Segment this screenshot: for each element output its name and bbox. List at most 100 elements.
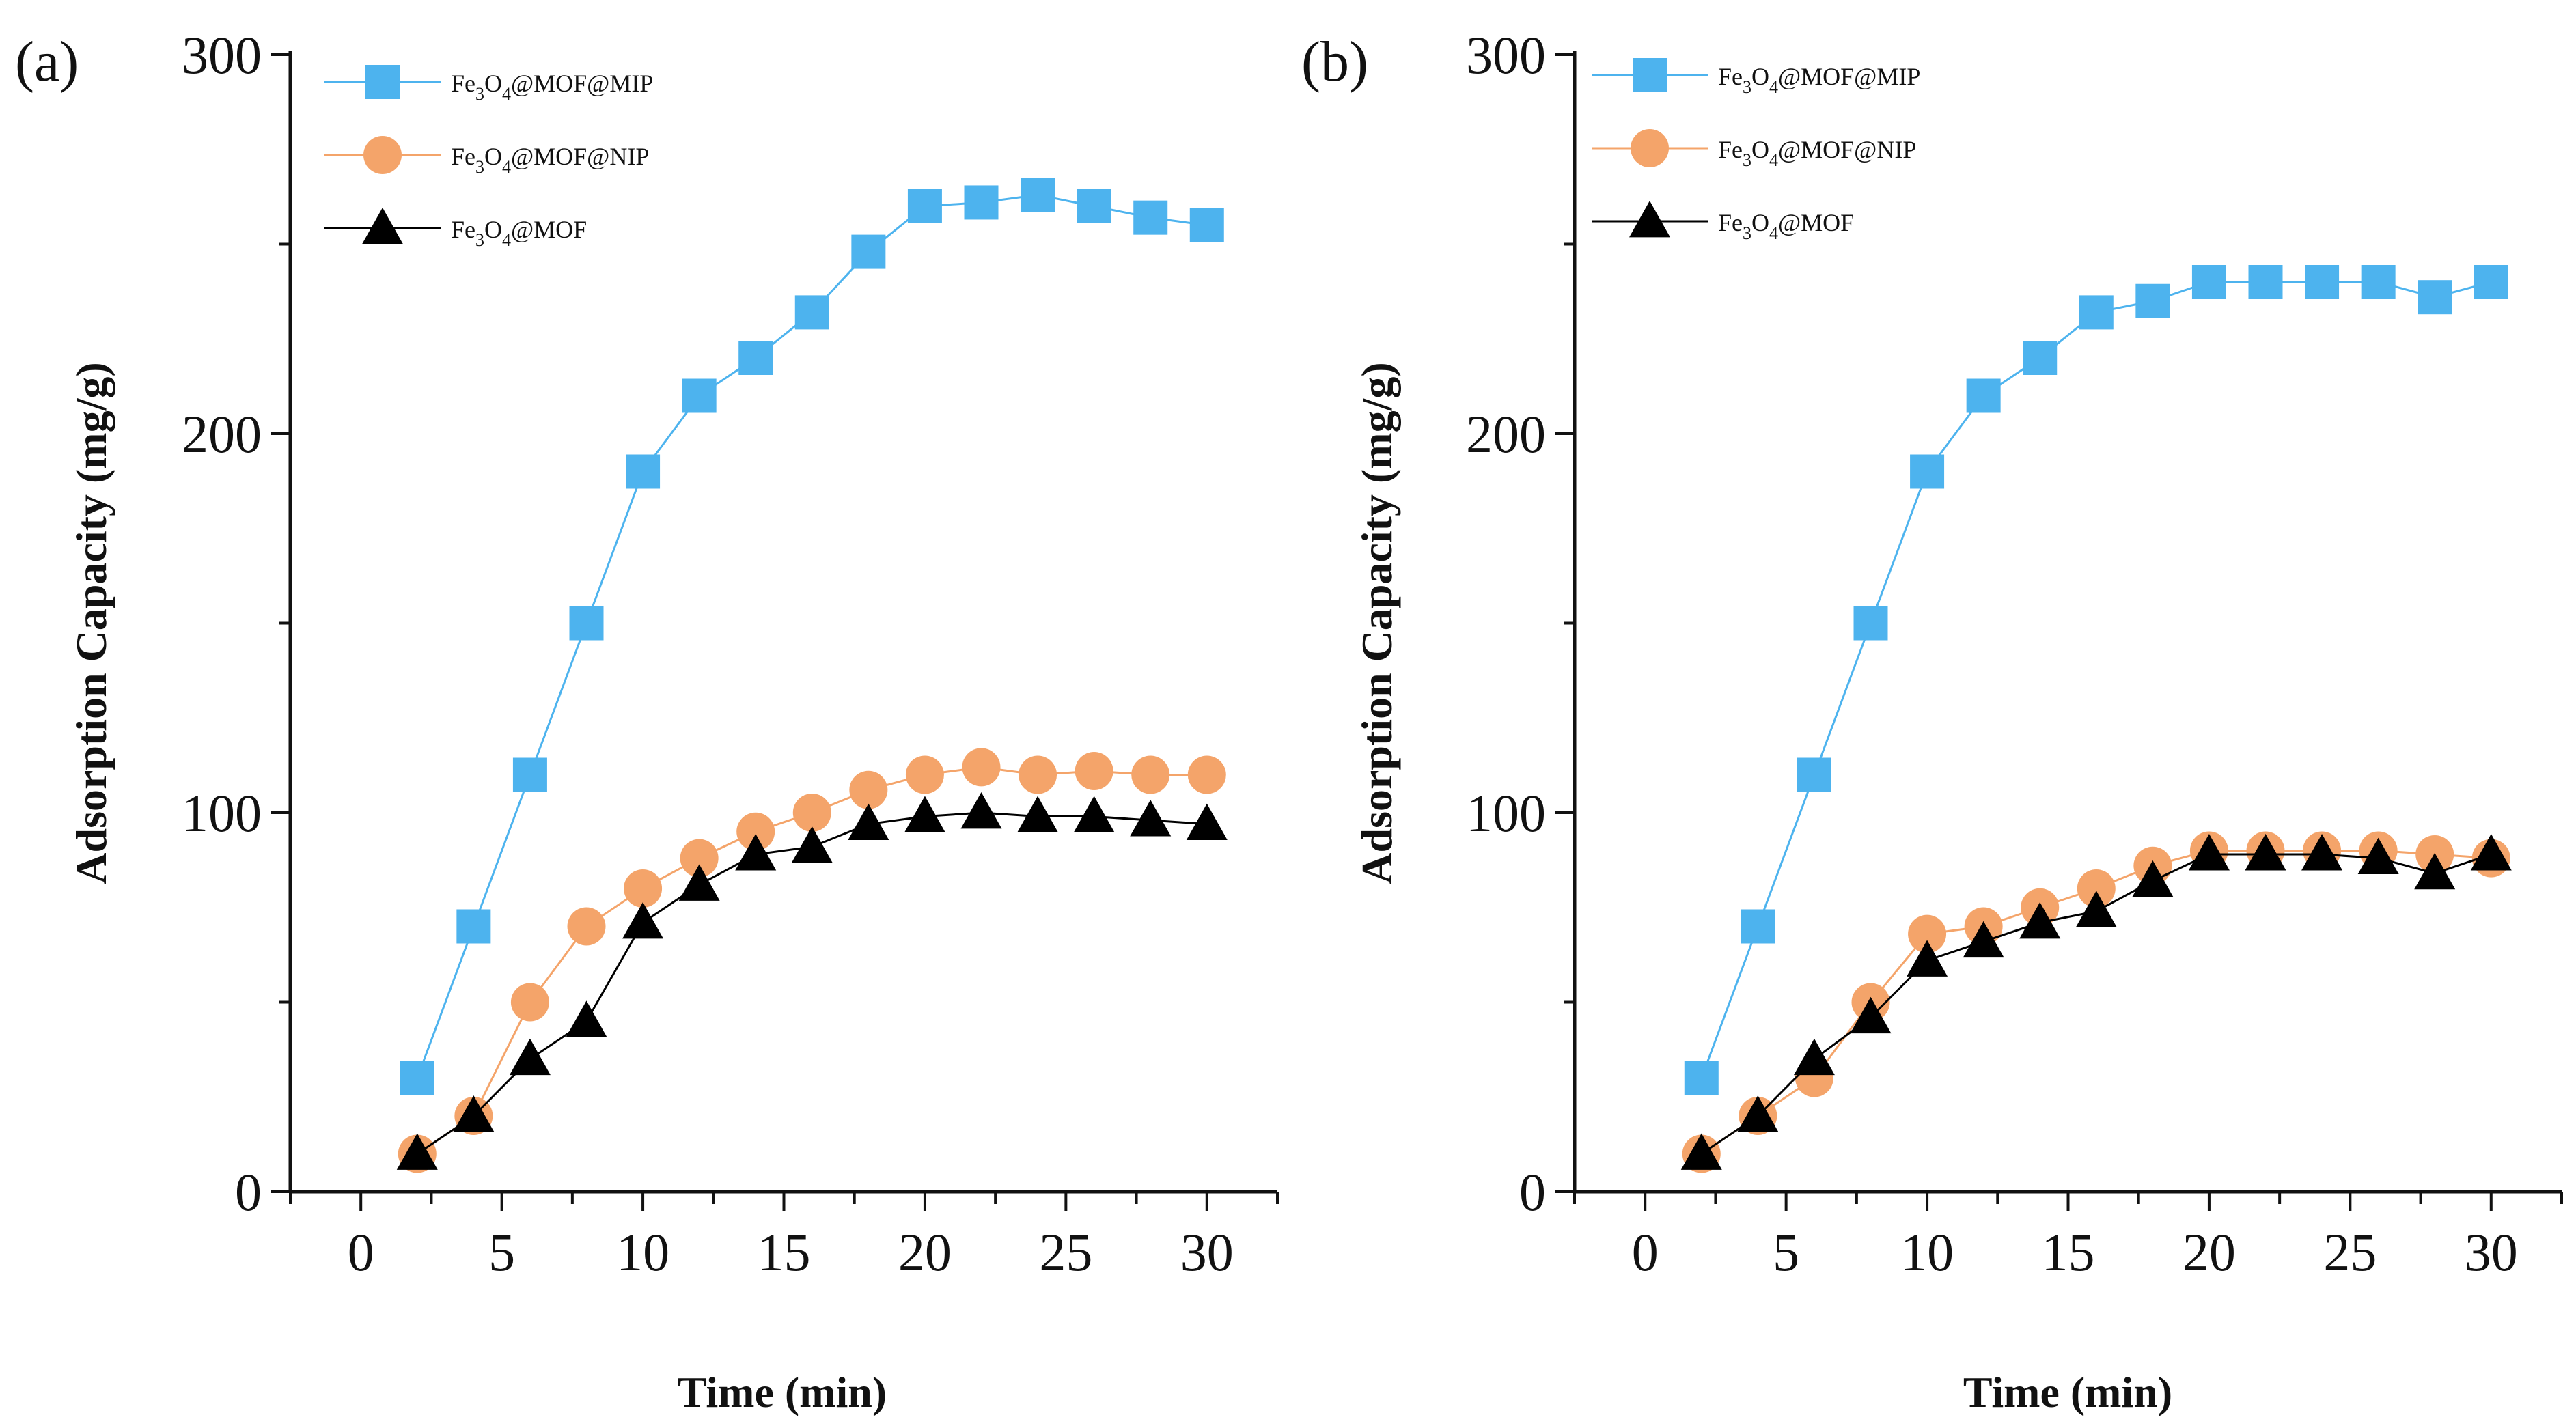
- x-tick-label: 10: [616, 1222, 669, 1282]
- data-point: [626, 454, 661, 489]
- data-point: [964, 185, 999, 220]
- y-tick-label: 300: [1466, 25, 1546, 85]
- x-tick-label: 20: [898, 1222, 952, 1282]
- data-point: [396, 1133, 438, 1170]
- data-point: [569, 606, 604, 641]
- data-point: [794, 295, 829, 330]
- data-point: [1131, 755, 1170, 794]
- data-point: [1189, 208, 1224, 242]
- data-point: [566, 1000, 607, 1037]
- data-point: [738, 341, 773, 375]
- legend-label-part: O: [484, 70, 502, 97]
- y-tick-label: 100: [182, 783, 262, 843]
- legend-label: Fe3O4@MOF@NIP: [1718, 136, 1916, 170]
- legend-label-part: O: [1751, 209, 1769, 236]
- series-triangle: [1680, 834, 2512, 1170]
- chart-panel-b: (b) 0 100 200 300 0 5 10 15 20 25 30 Adsorption Capa…: [1301, 25, 2563, 1416]
- legend-label-part: 4: [1769, 223, 1778, 243]
- legend-label: Fe3O4@MOF@MIP: [451, 70, 653, 104]
- data-point: [2132, 860, 2174, 897]
- series-triangle: [396, 792, 1228, 1170]
- data-point: [2357, 837, 2399, 874]
- legend-label-part: 3: [475, 157, 484, 177]
- data-point: [792, 794, 831, 832]
- legend-label-part: @MOF@MIP: [511, 70, 653, 97]
- legend-label-part: Fe: [451, 216, 475, 243]
- legend-label-part: O: [484, 143, 502, 170]
- data-point: [2135, 283, 2170, 318]
- data-point: [1850, 996, 1892, 1034]
- legend-label-part: @MOF@MIP: [1778, 63, 1920, 90]
- legend-entry: Fe3O4@MOF: [324, 208, 587, 250]
- data-point: [2075, 891, 2117, 927]
- x-tick-label: 30: [1180, 1222, 1234, 1282]
- data-point: [1684, 1061, 1719, 1095]
- data-point: [2414, 852, 2456, 890]
- data-point: [1741, 909, 1775, 944]
- data-point: [1910, 454, 1945, 489]
- legend-entry: Fe3O4@MOF@NIP: [1592, 129, 1916, 170]
- x-tick-label: 15: [758, 1222, 811, 1282]
- series-line: [1700, 281, 2492, 1079]
- legend-label-part: @MOF: [511, 216, 587, 243]
- data-point: [2361, 265, 2396, 299]
- data-point: [1793, 1038, 1835, 1076]
- data-point: [512, 757, 547, 792]
- legend-label-part: 3: [1743, 223, 1751, 243]
- legend-label-part: 4: [502, 84, 511, 104]
- data-point: [678, 864, 720, 901]
- data-point: [735, 834, 777, 871]
- y-tick-label: 200: [182, 404, 262, 464]
- data-point: [2019, 901, 2061, 939]
- data-point: [682, 378, 717, 413]
- x-axis-title: Time (min): [678, 1368, 887, 1416]
- data-point: [1908, 914, 1947, 953]
- legend-label-part: Fe: [1718, 209, 1743, 236]
- data-point: [851, 234, 886, 269]
- panel-label: (a): [15, 30, 79, 94]
- data-point: [905, 755, 944, 794]
- x-tick-label: 20: [2183, 1222, 2236, 1282]
- data-point: [2301, 834, 2343, 871]
- data-point: [904, 796, 945, 832]
- data-point: [907, 189, 942, 223]
- x-tick-label: 15: [2042, 1222, 2095, 1282]
- data-point: [2023, 341, 2058, 375]
- data-point: [622, 901, 664, 939]
- data-point: [960, 792, 1002, 829]
- legend-label-part: @MOF: [1778, 209, 1854, 236]
- legend-label-part: 3: [1743, 77, 1751, 97]
- data-point: [1737, 1095, 1779, 1132]
- legend-marker: [1629, 201, 1670, 238]
- chart-panel-a: (a) 0 100 200 300 0 5 10 15 20 25 30 Adsorption Capa…: [15, 25, 1279, 1416]
- x-tick-label: 30: [2465, 1222, 2518, 1282]
- legend-label: Fe3O4@MOF: [1718, 209, 1854, 243]
- data-point: [2188, 834, 2230, 871]
- data-point: [2077, 869, 2116, 908]
- legend-entry: Fe3O4@MOF@MIP: [1592, 58, 1920, 97]
- legend-label-part: 3: [1743, 150, 1751, 170]
- series-line: [416, 811, 1207, 1155]
- legend-label-part: 3: [475, 230, 484, 250]
- y-tick-label: 0: [235, 1162, 262, 1222]
- data-point: [456, 909, 491, 944]
- legend-label-part: 4: [1769, 150, 1778, 170]
- x-tick-label: 25: [1039, 1222, 1092, 1282]
- legend-label-part: O: [1751, 136, 1769, 163]
- legend-marker: [362, 208, 403, 244]
- y-tick-label: 200: [1466, 404, 1546, 464]
- legend-label-part: O: [484, 216, 502, 243]
- data-point: [1963, 921, 2004, 958]
- legend-label-part: 4: [502, 230, 511, 250]
- y-axis-title: Adsorption Capacity (mg/g): [1353, 362, 1401, 884]
- series-square: [400, 178, 1224, 1095]
- data-point: [2418, 280, 2452, 315]
- data-point: [2474, 265, 2508, 299]
- legend-entry: Fe3O4@MOF@NIP: [324, 136, 649, 177]
- data-point: [2248, 265, 2283, 299]
- legend-label-part: @MOF@NIP: [1778, 136, 1916, 163]
- legend-label: Fe3O4@MOF@MIP: [1718, 63, 1920, 97]
- data-point: [1130, 800, 1172, 837]
- data-point: [400, 1061, 434, 1095]
- legend-label-part: 3: [475, 84, 484, 104]
